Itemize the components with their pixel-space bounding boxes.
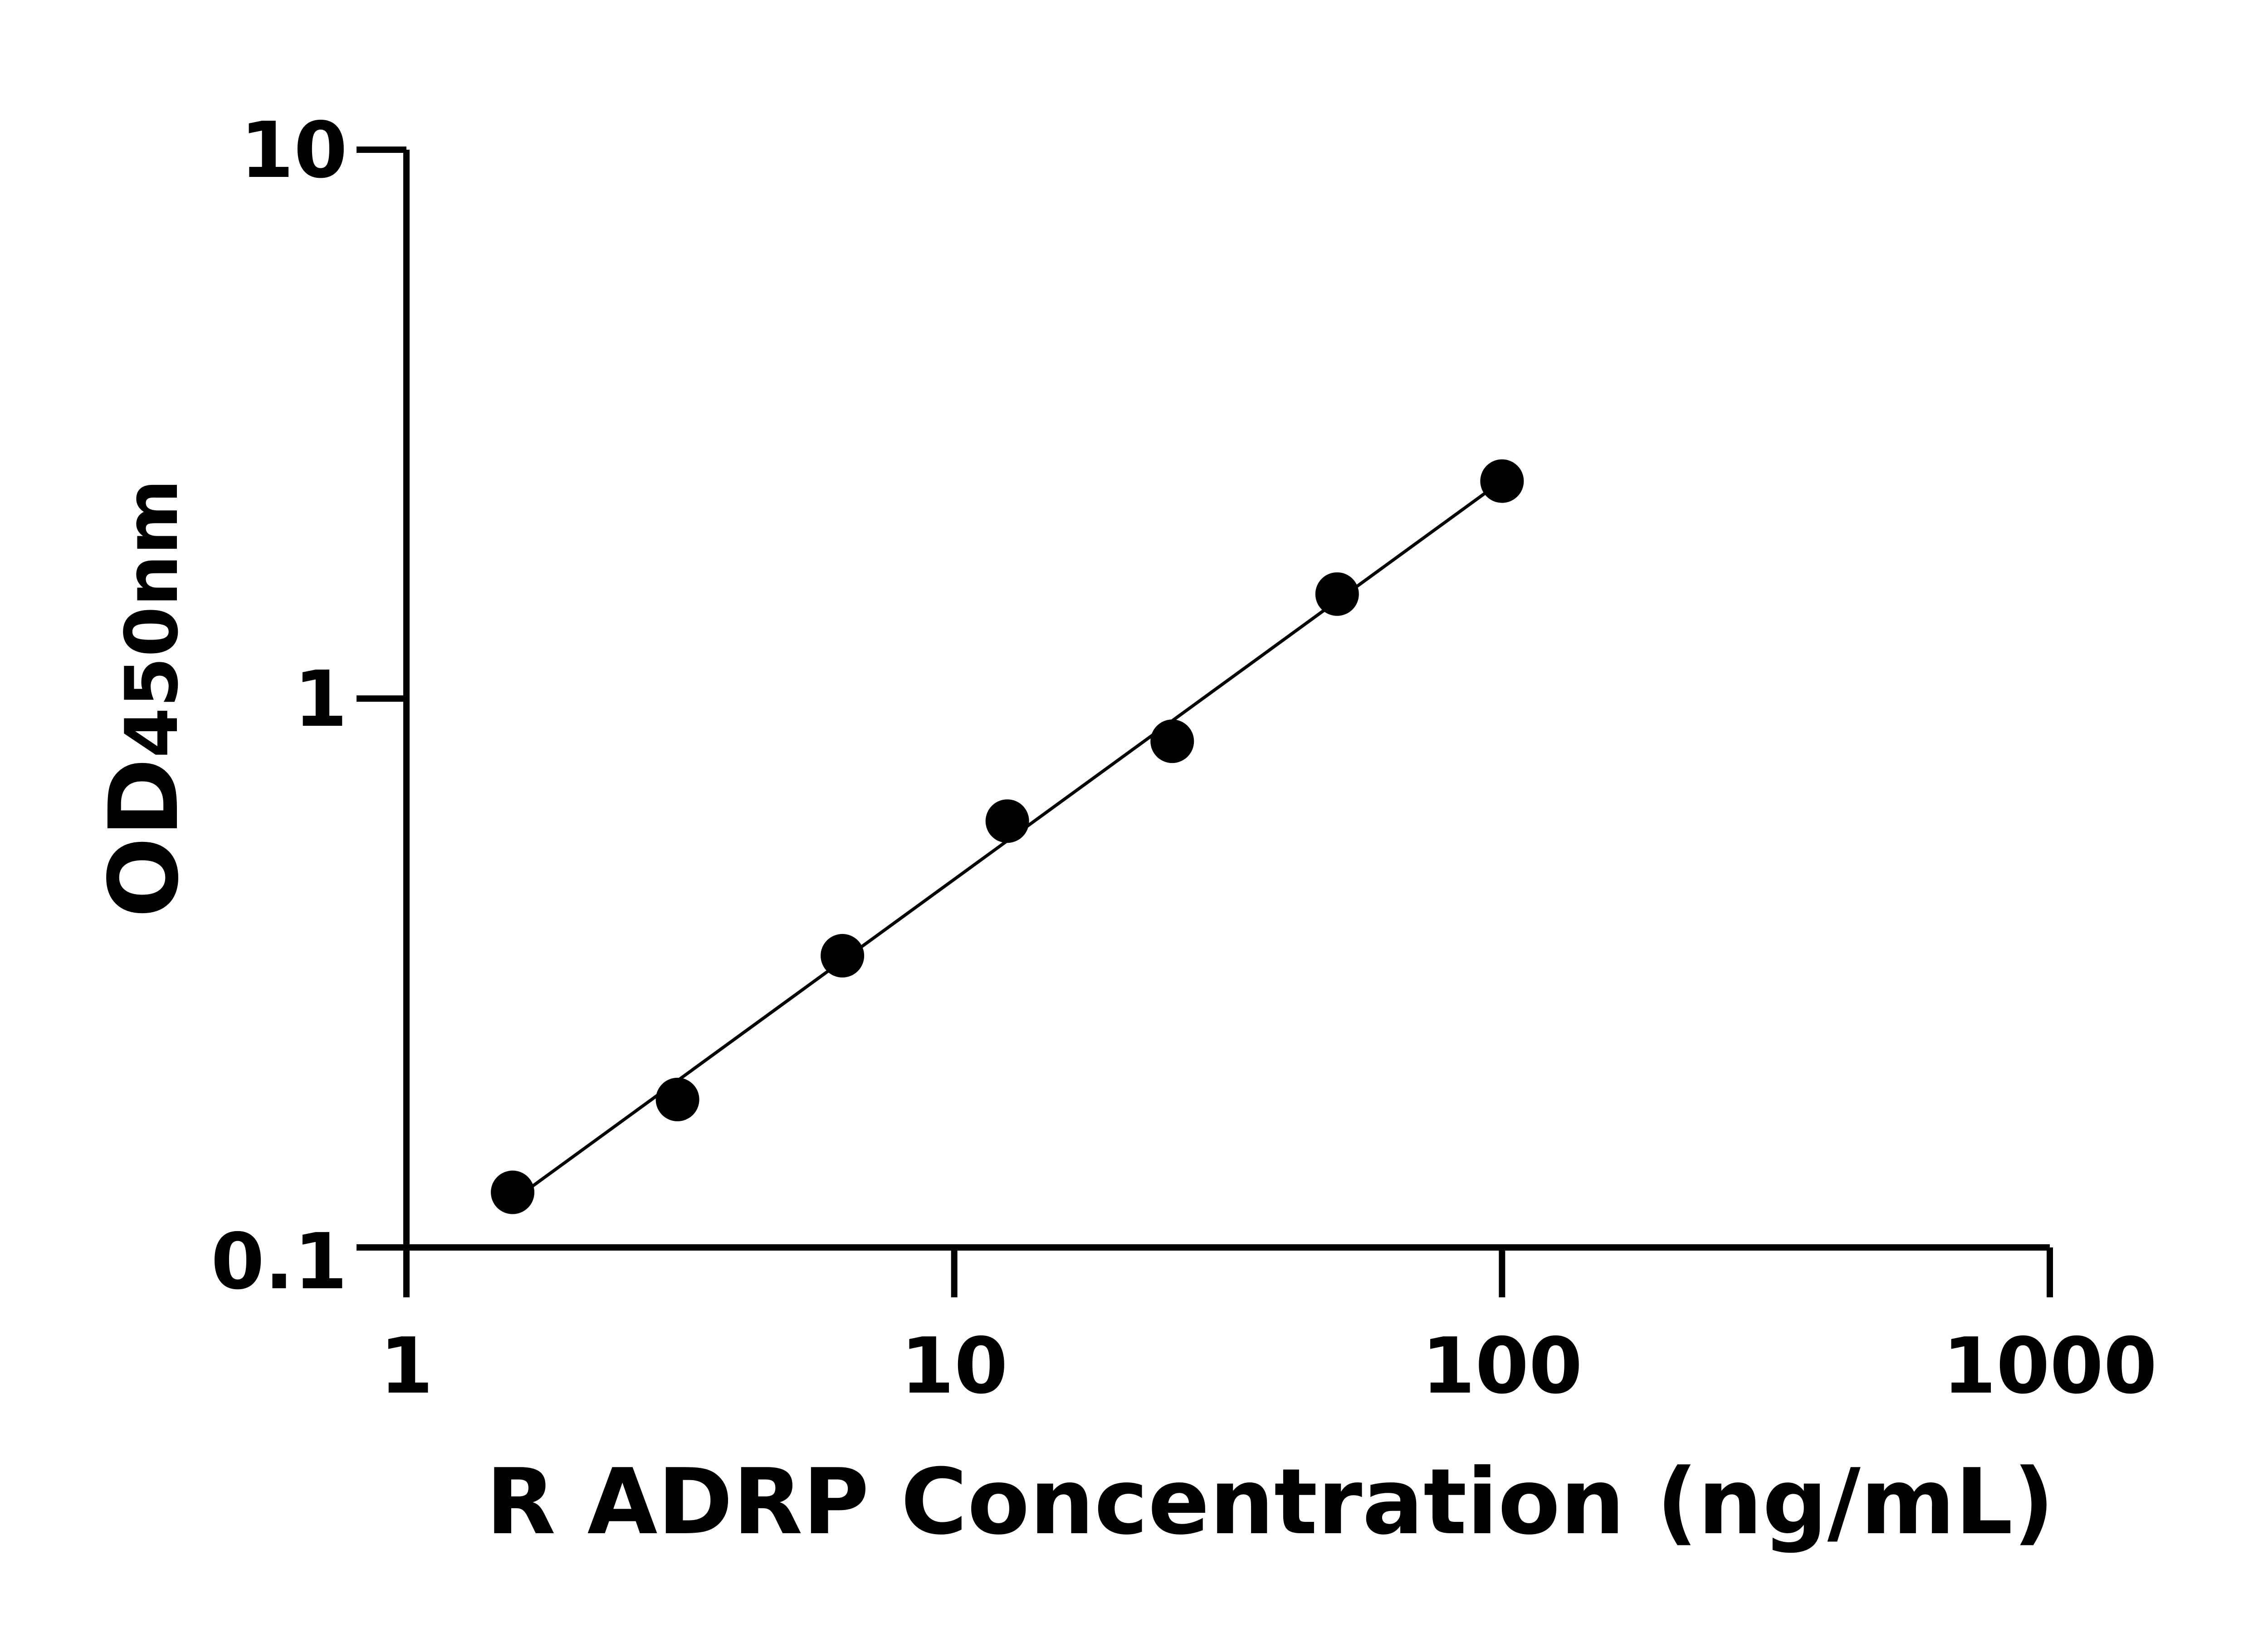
y-axis-label: OD450nm [88, 479, 200, 918]
marks [491, 459, 1524, 1214]
x-tick-label: 100 [1422, 1321, 1583, 1411]
y-tick-label: 0.1 [211, 1217, 347, 1307]
y-axis-label-main: OD [88, 758, 200, 918]
axes: 1 10 100 1000 0.1 1 10 [211, 106, 2157, 1411]
x-tick-label: 1000 [1942, 1321, 2157, 1411]
x-axis-label: R ADRP Concentration (ng/mL) [486, 1449, 2054, 1555]
data-point [821, 934, 865, 978]
x-tick-label: 10 [900, 1321, 1008, 1411]
data-point [1150, 719, 1194, 763]
y-axis-label-sub: 450nm [109, 479, 194, 758]
data-point [1315, 572, 1359, 616]
x-tick-label: 1 [380, 1321, 433, 1411]
data-point [985, 799, 1029, 843]
data-point [655, 1077, 699, 1121]
y-tick-label: 10 [240, 106, 347, 196]
data-point [1480, 459, 1524, 503]
y-tick-label: 1 [294, 655, 347, 744]
data-point [491, 1170, 535, 1214]
